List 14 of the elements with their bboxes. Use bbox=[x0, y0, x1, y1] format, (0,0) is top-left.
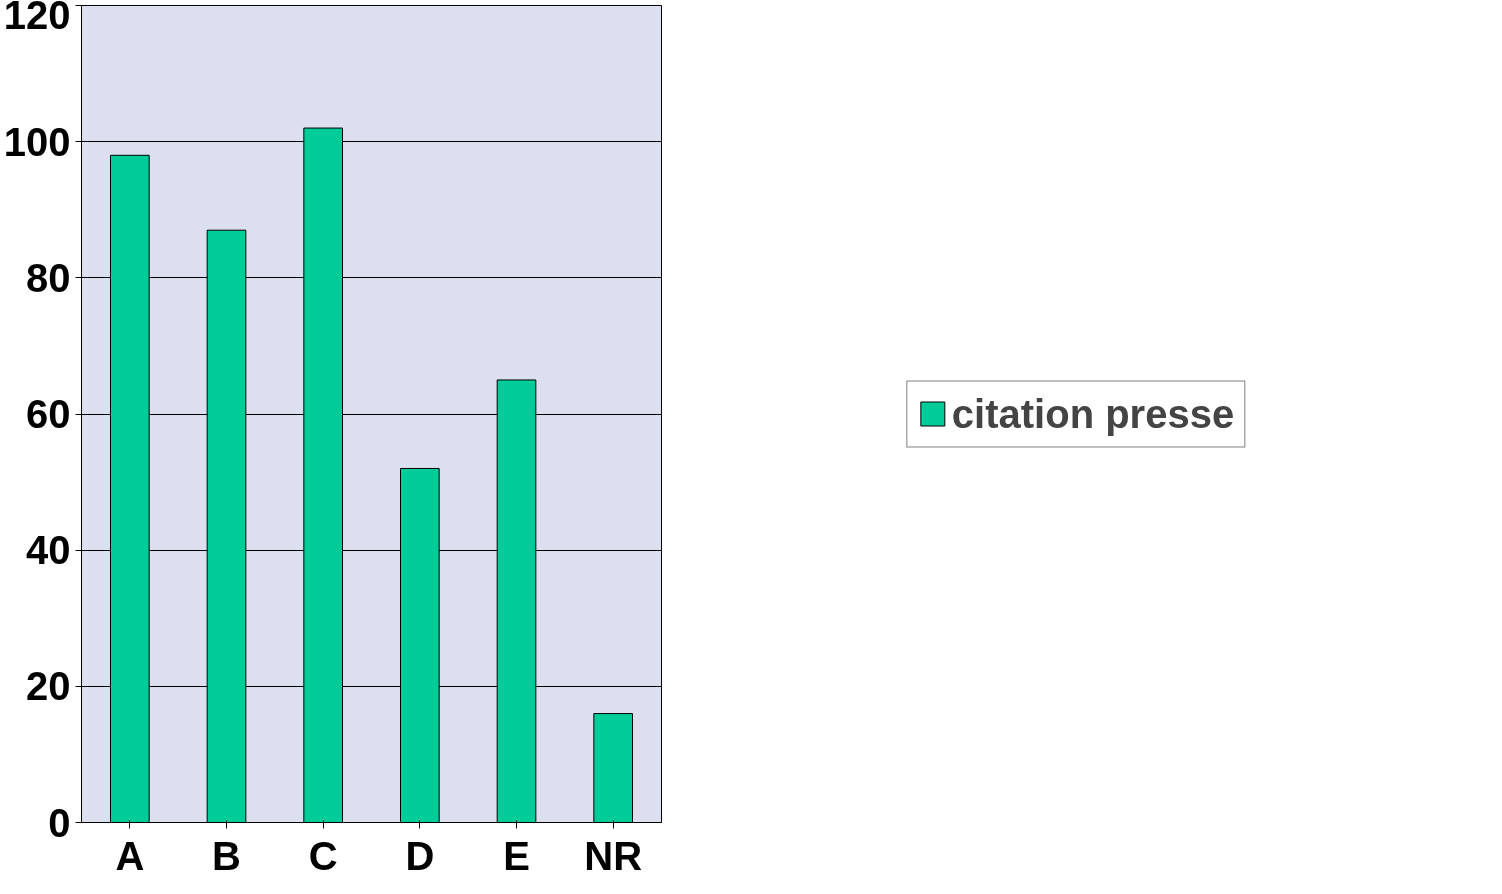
y-tick-label: 20 bbox=[26, 664, 71, 709]
y-tick-label: 100 bbox=[3, 119, 71, 164]
x-tick-label: C bbox=[308, 833, 338, 878]
y-tick-label: 80 bbox=[26, 255, 71, 300]
x-tick-label: NR bbox=[584, 833, 643, 878]
y-tick-label: 60 bbox=[26, 392, 71, 436]
x-tick-label: B bbox=[212, 833, 241, 878]
x-tick-label: A bbox=[115, 833, 145, 878]
y-tick-label: 120 bbox=[3, 0, 71, 37]
x-tick-label: D bbox=[405, 833, 435, 878]
y-tick-label: 0 bbox=[48, 800, 71, 845]
legend-label: citation presse bbox=[951, 391, 1235, 436]
y-tick-label: 40 bbox=[26, 528, 71, 573]
x-tick-label: E bbox=[503, 833, 530, 878]
